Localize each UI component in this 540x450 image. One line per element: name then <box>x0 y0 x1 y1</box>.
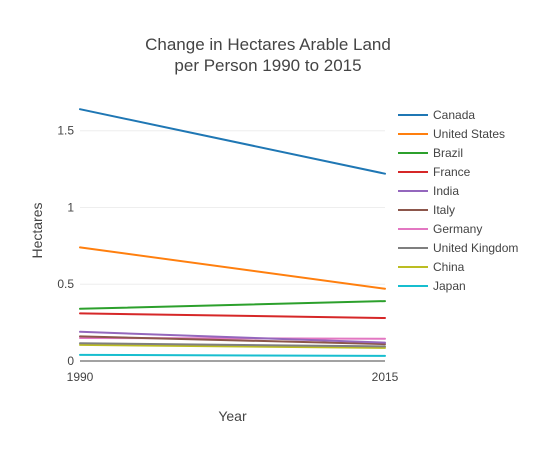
y-tick-label: 0 <box>67 354 74 368</box>
y-axis-title: Hectares <box>29 202 45 258</box>
legend-label: Italy <box>433 203 455 217</box>
legend: Canada United States Brazil France India Ital… <box>398 108 518 293</box>
legend-label: France <box>433 165 471 179</box>
legend-item-united-states[interactable]: United States <box>398 127 505 141</box>
legend-item-germany[interactable]: Germany <box>398 222 482 236</box>
grid-lines <box>80 130 385 362</box>
legend-item-china[interactable]: China <box>398 260 465 274</box>
y-tick-label: 1 <box>67 200 74 214</box>
legend-label: Germany <box>433 222 482 236</box>
series-line-france <box>79 312 386 319</box>
series-line-japan <box>79 353 386 357</box>
series-lines <box>79 108 386 357</box>
y-tick-label: 1.5 <box>57 124 74 138</box>
legend-item-france[interactable]: France <box>398 165 471 179</box>
series-line-india <box>79 330 386 344</box>
legend-item-canada[interactable]: Canada <box>398 108 475 122</box>
series-line-brazil <box>79 300 386 310</box>
axes: 0 0.5 1 1.5 1990 2015 Year Hectares <box>29 124 399 424</box>
legend-label: United States <box>433 127 505 141</box>
series-line-italy <box>79 335 386 346</box>
legend-label: Brazil <box>433 146 463 160</box>
x-tick-label: 2015 <box>372 370 399 384</box>
series-line-united-states <box>79 246 386 290</box>
chart-title-line: per Person 1990 to 2015 <box>174 56 361 75</box>
chart-title: Change in Hectares Arable Land per Person… <box>145 35 391 75</box>
legend-label: United Kingdom <box>433 241 518 255</box>
series-line-china <box>79 343 386 349</box>
chart-title-line: Change in Hectares Arable Land <box>145 35 391 54</box>
legend-label: Canada <box>433 108 475 122</box>
series-line-canada <box>79 108 386 175</box>
legend-item-india[interactable]: India <box>398 184 459 198</box>
x-tick-label: 1990 <box>67 370 94 384</box>
legend-label: India <box>433 184 459 198</box>
legend-item-united-kingdom[interactable]: United Kingdom <box>398 241 518 255</box>
legend-item-japan[interactable]: Japan <box>398 279 466 293</box>
series-line-united-kingdom <box>79 342 386 348</box>
y-tick-label: 0.5 <box>57 277 74 291</box>
legend-label: China <box>433 260 465 274</box>
x-axis-title: Year <box>218 408 247 424</box>
legend-item-brazil[interactable]: Brazil <box>398 146 463 160</box>
legend-item-italy[interactable]: Italy <box>398 203 455 217</box>
legend-label: Japan <box>433 279 466 293</box>
